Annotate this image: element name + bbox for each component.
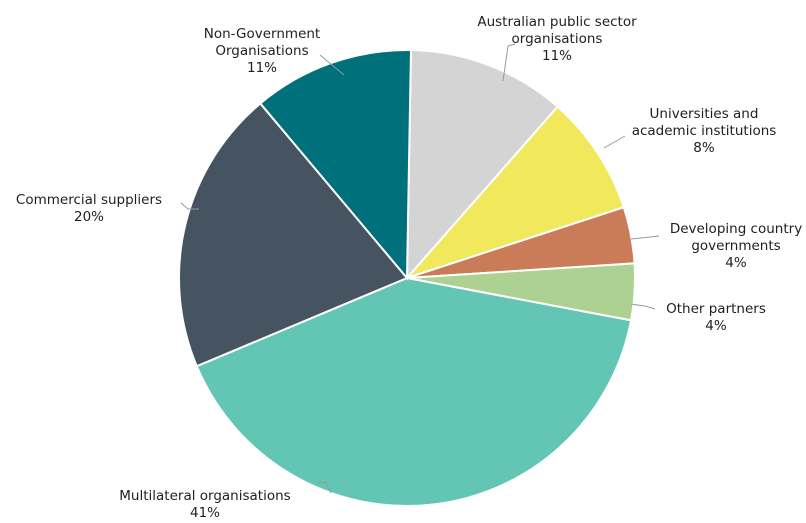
slice-name-line: organisations	[512, 31, 603, 47]
slice-label-universities: Universities and academic institutions 8%	[632, 106, 777, 156]
leader-line-developing-gov	[631, 236, 659, 239]
slice-percent: 11%	[542, 48, 572, 64]
slice-label-developing-gov: Developing country governments 4%	[670, 221, 802, 271]
slices-layer	[179, 50, 635, 506]
slice-name-line: Organisations	[215, 43, 308, 59]
slice-label-multilateral: Multilateral organisations 41%	[119, 488, 290, 519]
slice-label-other-partners: Other partners 4%	[666, 301, 766, 334]
slice-percent: 4%	[705, 318, 727, 334]
slice-name-line: Developing country	[670, 221, 802, 237]
slice-percent: 8%	[693, 140, 715, 156]
slice-name-line: Multilateral organisations	[119, 488, 290, 504]
slice-name-line: Other partners	[666, 301, 766, 317]
slice-percent: 20%	[74, 209, 104, 225]
slice-label-commercial: Commercial suppliers 20%	[16, 192, 162, 225]
slice-percent: 11%	[247, 60, 277, 76]
slice-name-line: Non-Government	[204, 26, 320, 42]
slice-label-aus-public: Australian public sector organisations 11%	[477, 14, 637, 64]
slice-name-line: academic institutions	[632, 123, 777, 139]
slice-percent: 4%	[725, 255, 747, 271]
slice-name-line: governments	[691, 238, 780, 254]
slice-percent: 41%	[190, 505, 220, 519]
slice-name-line: Australian public sector	[477, 14, 637, 30]
slice-label-ngo: Non-Government Organisations 11%	[204, 26, 320, 76]
slice-name-line: Universities and	[650, 106, 759, 122]
leader-line-universities	[604, 136, 625, 148]
slice-name-line: Commercial suppliers	[16, 192, 162, 208]
leader-line-other-partners	[631, 304, 655, 309]
